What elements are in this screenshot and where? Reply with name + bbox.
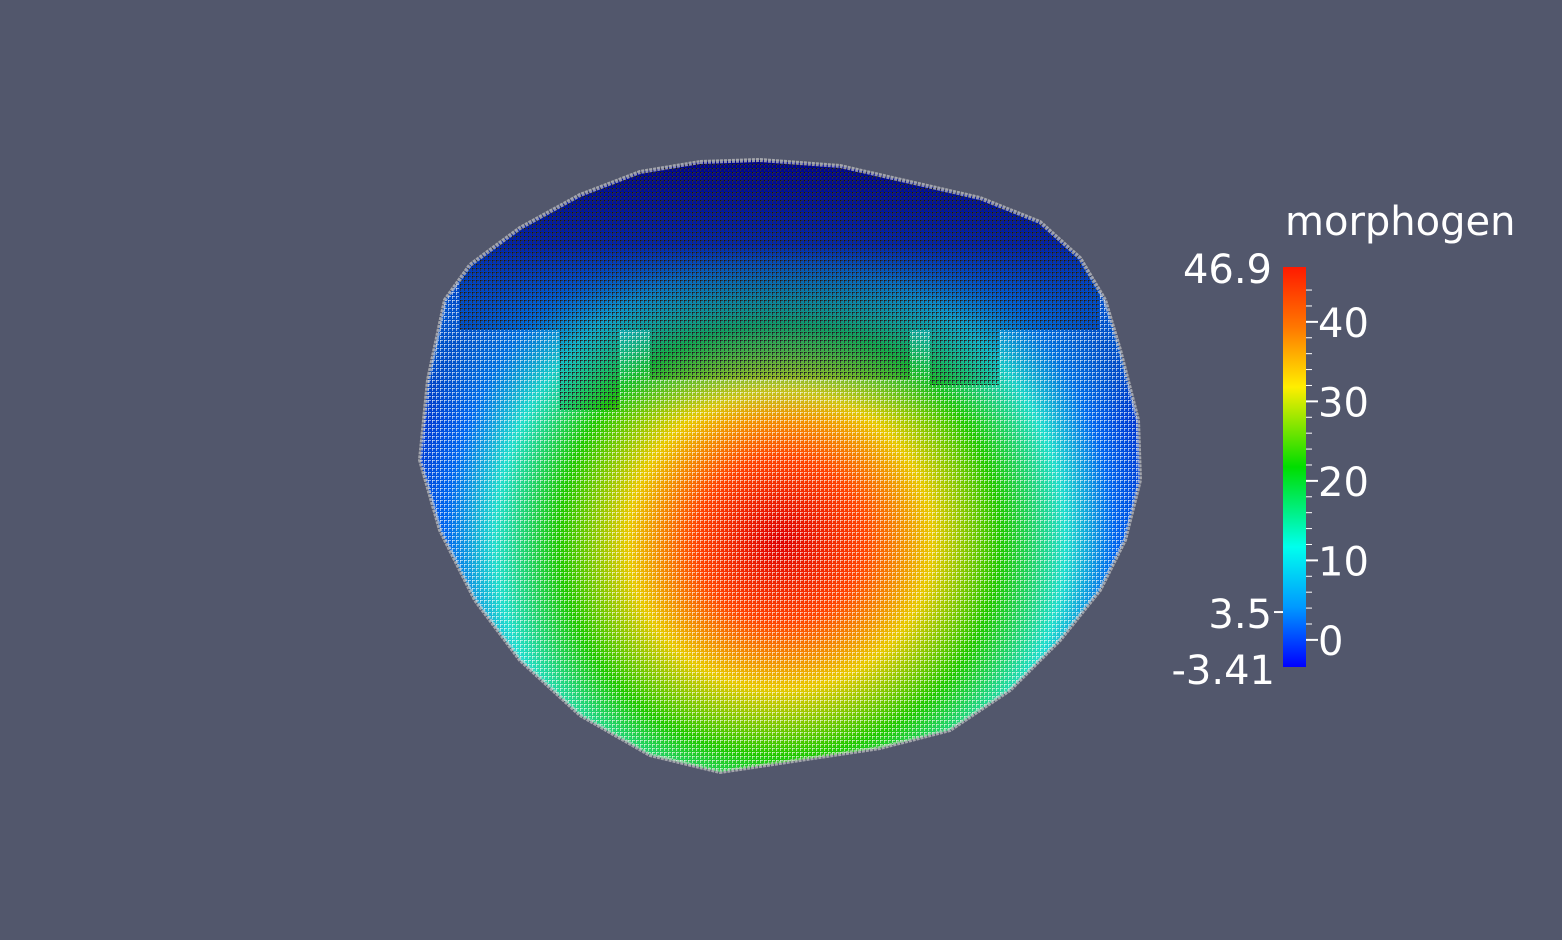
scalar-bar-colorbar [1283, 267, 1306, 667]
scalar-bar-ticks: 40 30 20 10 0 [1306, 301, 1369, 665]
scalar-bar-tick-label: 10 [1318, 539, 1369, 585]
scalar-bar-min-label: -3.41 [1172, 648, 1276, 694]
scalar-bar-title: morphogen [1285, 199, 1515, 245]
morphogen-surface[interactable] [400, 140, 1160, 790]
scalar-bar[interactable]: morphogen 40 30 20 10 0 46.9 3.5 -3.41 [1172, 199, 1516, 694]
scalar-bar-tick-label: 40 [1318, 301, 1369, 347]
scalar-bar-tick-label: 0 [1318, 619, 1343, 665]
scalar-bar-annotation-label: 3.5 [1208, 592, 1272, 638]
scalar-bar-max-label: 46.9 [1183, 247, 1272, 293]
scalar-bar-tick-label: 30 [1318, 380, 1369, 426]
scalar-bar-minor-ticks [1306, 289, 1312, 625]
scalar-bar-tick-label: 20 [1318, 460, 1369, 506]
